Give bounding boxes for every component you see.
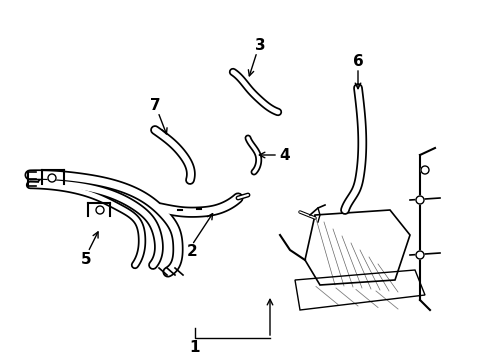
Text: 1: 1 (189, 340, 200, 355)
Circle shape (420, 166, 428, 174)
Text: 7: 7 (149, 99, 160, 113)
Circle shape (415, 196, 423, 204)
Text: 6: 6 (352, 54, 363, 69)
Circle shape (48, 174, 56, 182)
Text: 4: 4 (279, 148, 290, 162)
Circle shape (415, 251, 423, 259)
Text: 2: 2 (186, 244, 197, 260)
Text: 3: 3 (254, 39, 265, 54)
Text: 5: 5 (81, 252, 91, 267)
Circle shape (96, 206, 104, 214)
